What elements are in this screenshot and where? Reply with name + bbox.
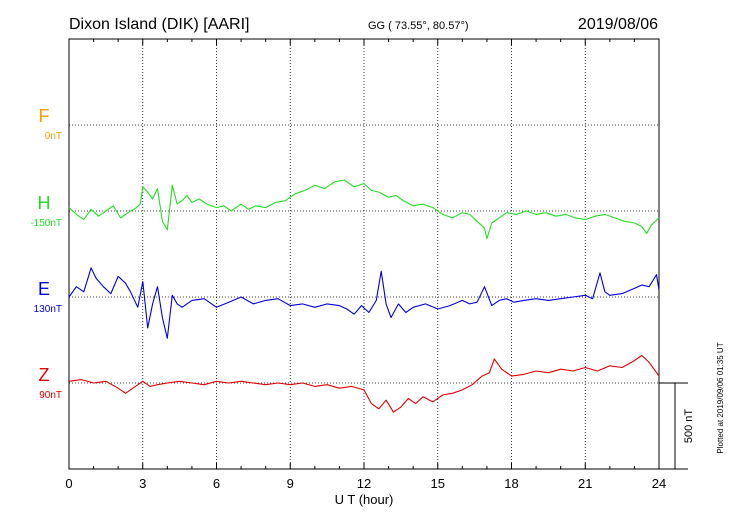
- station-title: Dixon Island (DIK) [AARI]: [69, 16, 250, 33]
- channel-baseline-H: -150nT: [30, 218, 62, 229]
- x-axis-title: U T (hour): [335, 492, 394, 507]
- x-axis-ticks: 0 3 6 9 12 15 18 21 24: [65, 39, 666, 491]
- scale-bar: 500 nT: [659, 382, 695, 470]
- series-line-H: [68, 179, 660, 240]
- series-line-Z: [68, 354, 660, 413]
- channel-baseline-F: 0nT: [45, 131, 62, 142]
- plot-frame: [68, 38, 660, 470]
- channel-baseline-E: 130nT: [34, 304, 62, 315]
- x-tick-label: 9: [287, 476, 294, 491]
- plot-date: 2019/08/06: [578, 16, 658, 33]
- scale-bar-label: 500 nT: [683, 409, 695, 444]
- x-tick-label: 6: [213, 476, 220, 491]
- x-tick-label: 12: [357, 476, 371, 491]
- series-layer: [68, 179, 660, 413]
- channel-name-F: F: [39, 106, 50, 126]
- channel-labels: F 0nT H -150nT E 130nT Z 90nT: [30, 106, 62, 401]
- x-tick-label: 21: [578, 476, 592, 491]
- station-coordinates: GG ( 73.55°, 80.57°): [368, 20, 469, 32]
- series-line-E: [68, 267, 660, 339]
- x-tick-label: 18: [504, 476, 518, 491]
- x-tick-label: 24: [652, 476, 666, 491]
- plotted-timestamp: Plotted at 2019/09/06 01:35 UT: [716, 342, 725, 453]
- x-tick-label: 0: [65, 476, 72, 491]
- channel-baseline-Z: 90nT: [39, 390, 62, 401]
- x-tick-label: 15: [431, 476, 445, 491]
- channel-name-E: E: [38, 279, 50, 299]
- x-tick-label: 3: [139, 476, 146, 491]
- channel-name-H: H: [38, 193, 51, 213]
- grid-layer: [69, 39, 659, 469]
- channel-name-Z: Z: [39, 365, 50, 385]
